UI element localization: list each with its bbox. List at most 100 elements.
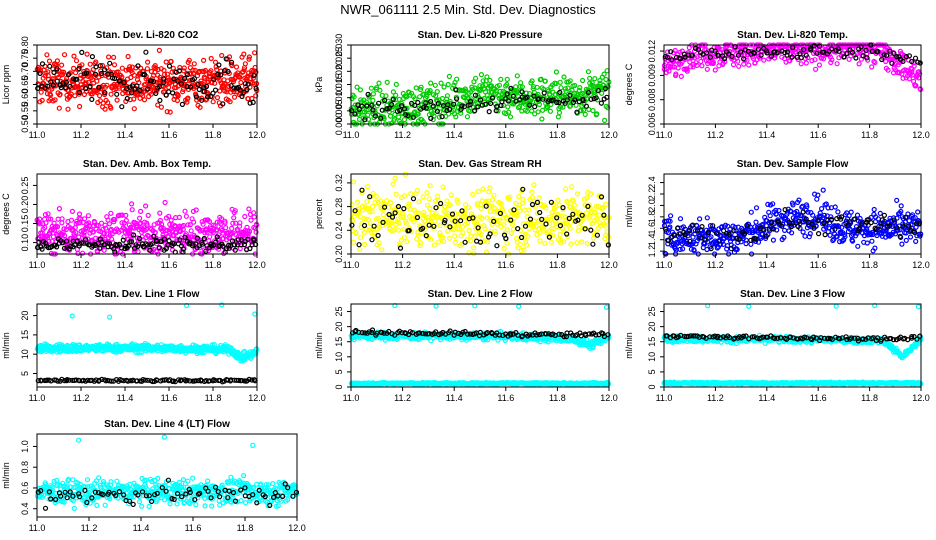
- data-point: [432, 82, 438, 88]
- x-tick-label: 11.2: [394, 130, 411, 140]
- data-point: [90, 67, 96, 73]
- data-point: [597, 77, 603, 84]
- y-axis-label: kPa: [314, 77, 324, 93]
- data-point: [548, 239, 555, 245]
- plot-frame: [350, 44, 610, 125]
- data-point: [89, 53, 96, 60]
- data-point: [800, 209, 806, 215]
- data-point: [538, 76, 544, 82]
- data-point: [47, 216, 54, 222]
- y-tick-label: 2.4: [647, 176, 657, 189]
- data-point: [871, 206, 877, 213]
- data-point: [505, 104, 511, 110]
- data-point: [712, 67, 718, 73]
- data-point: [598, 100, 605, 106]
- y-axis-label: ml/min: [314, 332, 324, 359]
- y-tick-label: 0.50: [20, 115, 30, 133]
- data-point: [383, 93, 389, 99]
- data-point: [864, 55, 870, 61]
- data-point: [885, 67, 891, 73]
- x-tick-label: 11.2: [394, 260, 411, 270]
- data-point: [887, 48, 893, 54]
- data-point: [56, 206, 63, 212]
- data-point: [436, 114, 442, 120]
- data-point: [863, 47, 869, 53]
- data-point: [58, 84, 64, 91]
- data-point: [251, 72, 257, 79]
- data-point: [96, 92, 103, 99]
- data-point: [357, 87, 363, 93]
- data-point: [567, 78, 573, 84]
- data-point: [168, 58, 174, 65]
- data-point: [554, 99, 560, 106]
- data-point: [483, 101, 489, 107]
- data-point: [237, 87, 243, 93]
- data-point: [242, 61, 248, 67]
- data-point: [828, 59, 834, 66]
- data-point: [445, 81, 451, 88]
- data-point: [603, 201, 609, 207]
- data-point: [427, 183, 433, 189]
- data-point: [906, 53, 913, 59]
- data-point: [891, 50, 897, 57]
- data-point: [776, 49, 782, 55]
- data-point: [365, 184, 371, 190]
- x-tick-label: 11.2: [73, 393, 90, 403]
- data-point: [97, 63, 103, 69]
- data-point: [119, 104, 125, 110]
- data-point: [458, 106, 464, 112]
- data-point: [175, 93, 181, 99]
- data-point: [504, 81, 510, 88]
- data-point: [174, 97, 180, 104]
- data-point: [572, 82, 578, 89]
- data-point: [121, 79, 127, 86]
- data-point: [894, 53, 900, 60]
- data-point: [562, 186, 569, 192]
- data-point: [753, 205, 760, 211]
- data-point: [393, 92, 399, 98]
- data-point: [51, 76, 57, 82]
- data-point: [396, 114, 402, 120]
- data-point: [218, 72, 224, 78]
- data-point: [542, 240, 548, 246]
- data-point: [906, 218, 912, 224]
- data-point: [393, 81, 399, 88]
- y-tick-label: 0.009: [647, 64, 657, 87]
- data-point: [556, 99, 562, 106]
- data-point: [35, 85, 41, 92]
- data-point: [590, 235, 597, 241]
- data-point: [73, 58, 80, 64]
- data-point: [912, 55, 919, 61]
- data-point: [390, 181, 396, 187]
- data-point: [70, 65, 77, 72]
- data-point: [812, 57, 818, 63]
- data-point: [537, 238, 543, 244]
- data-point: [181, 75, 188, 82]
- data-point: [379, 247, 385, 253]
- data-point: [233, 64, 240, 70]
- data-point: [909, 58, 915, 65]
- data-point: [568, 241, 574, 247]
- data-point: [909, 69, 915, 75]
- data-point: [226, 83, 232, 90]
- data-point: [444, 107, 450, 114]
- data-points: [348, 68, 612, 127]
- data-point: [144, 66, 150, 72]
- data-point: [110, 54, 117, 61]
- data-point: [678, 73, 684, 80]
- y-tick-label: 0.025: [334, 47, 344, 70]
- data-point: [111, 75, 118, 82]
- y-tick-label: 15: [20, 330, 30, 340]
- x-tick-label: 11.8: [861, 260, 878, 270]
- data-point: [151, 78, 157, 85]
- data-point: [223, 225, 229, 231]
- data-point: [85, 79, 92, 85]
- data-point: [124, 95, 130, 102]
- data-point: [241, 51, 247, 57]
- data-point: [216, 62, 222, 68]
- y-axis-label: Licor ppm: [1, 65, 11, 105]
- data-point: [484, 215, 490, 221]
- data-point: [477, 97, 484, 103]
- data-point: [239, 93, 245, 100]
